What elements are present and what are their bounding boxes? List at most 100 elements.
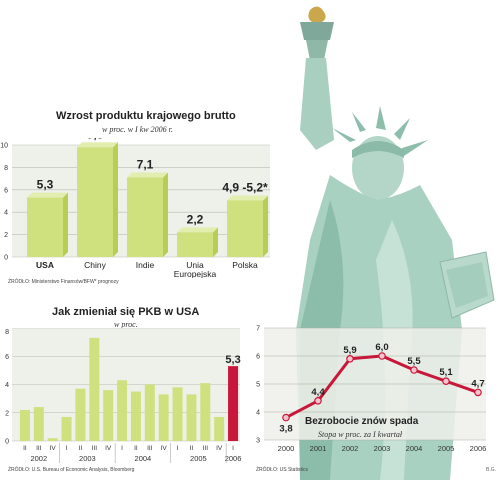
quarter-label: III <box>36 445 42 452</box>
quarter-label: III <box>203 445 209 452</box>
y-tick-label: 4 <box>256 410 260 417</box>
bar-value-label: 4,9 -5,2* <box>222 180 268 194</box>
x-tick-label: 2006 <box>470 444 487 453</box>
data-point <box>410 366 418 374</box>
x-tick-label: 2003 <box>374 444 391 453</box>
y-tick-label: 6 <box>256 354 260 361</box>
quarter-label: IV <box>50 445 57 452</box>
y-tick-label: 6 <box>4 187 8 194</box>
unemployment-chart-subtitle: Stopa w proc. za I kwartał <box>318 430 403 439</box>
point-value-label: 5,1 <box>439 367 453 378</box>
gdp-chart-subtitle: w proc. w I kw 2006 r. <box>102 125 173 134</box>
y-tick-label: 2 <box>4 232 8 239</box>
point-value-label: 6,0 <box>375 342 388 353</box>
quarter-label: I <box>177 445 179 452</box>
y-tick-label: 8 <box>4 165 8 172</box>
category-label: USA <box>36 260 54 270</box>
quarter-label: II <box>190 445 194 452</box>
data-point <box>314 397 322 405</box>
bar-side <box>213 227 218 257</box>
y-tick-label: 6 <box>5 354 9 361</box>
category-label: Chiny <box>84 260 106 270</box>
bar <box>117 380 128 441</box>
bar <box>75 388 86 441</box>
bar <box>172 387 183 441</box>
bar <box>214 416 225 441</box>
y-tick-label: 3 <box>256 438 260 445</box>
quarter-label: I <box>121 445 123 452</box>
quarter-label: I <box>66 445 68 452</box>
bar-top <box>177 227 218 233</box>
category-label: Polska <box>232 260 258 270</box>
usa-chart-title: Jak zmieniał się PKB w USA <box>52 306 200 318</box>
x-tick-label: 2001 <box>310 444 327 453</box>
quarter-label: IV <box>161 445 168 452</box>
bar-top <box>127 172 168 178</box>
point-value-label: 4,7 <box>471 378 484 389</box>
y-tick-label: 4 <box>5 382 9 389</box>
footer-initials: B.G. <box>486 467 497 473</box>
bar <box>186 394 197 441</box>
category-label: Indie <box>136 260 155 270</box>
bar <box>130 391 141 441</box>
bar <box>61 416 72 441</box>
bar <box>27 197 63 257</box>
bar-side <box>113 142 118 257</box>
unemployment-chart-source: ŹRÓDŁO: US Statistics <box>256 467 308 473</box>
bar <box>33 407 44 441</box>
data-point <box>378 352 386 360</box>
gdp-chart-source: ŹRÓDŁO: Ministerstwo Finansów/BFW* progn… <box>8 279 119 285</box>
bar-value-label: 7,1 <box>137 157 154 171</box>
bar <box>103 390 114 441</box>
x-tick-label: 2005 <box>438 444 455 453</box>
bar-side <box>63 192 68 257</box>
bar <box>177 232 213 257</box>
gdp-chart-title: Wzrost produktu krajowego brutto <box>56 110 236 122</box>
highlight-value-label: 5,3 <box>225 354 240 366</box>
quarter-label: I <box>232 445 234 452</box>
usa-chart-source: ŹRÓDŁO: U.S. Bureau of Economic Analysis… <box>8 467 135 473</box>
point-value-label: 5,5 <box>407 356 421 367</box>
bar-side <box>163 172 168 257</box>
y-tick-label: 8 <box>5 329 9 336</box>
y-tick-label: 0 <box>4 255 8 262</box>
point-value-label: 4,4 <box>311 387 325 398</box>
bar-top <box>27 192 68 198</box>
bar <box>89 337 100 441</box>
year-label: 2006 <box>225 454 242 463</box>
bar <box>144 384 155 441</box>
bar-value-label: 5,3 <box>37 178 54 192</box>
bar <box>158 394 169 441</box>
x-tick-label: 2000 <box>278 444 295 453</box>
bar-top <box>227 195 268 201</box>
year-label: 2005 <box>190 454 207 463</box>
y-tick-label: 7 <box>256 326 260 333</box>
bar-value-label: 2,2 <box>187 212 204 226</box>
point-value-label: 5,9 <box>343 345 356 356</box>
year-label: 2004 <box>135 454 152 463</box>
bar <box>127 177 163 257</box>
quarter-label: III <box>92 445 98 452</box>
quarter-label: IV <box>216 445 223 452</box>
bar <box>227 200 263 257</box>
usa-chart-subtitle: w proc. <box>114 320 138 329</box>
year-label: 2002 <box>30 454 47 463</box>
bar <box>200 383 211 441</box>
category-label: Unia <box>186 260 204 270</box>
x-tick-label: 2004 <box>406 444 423 453</box>
y-tick-label: 10 <box>0 143 8 150</box>
category-label: Europejska <box>174 269 217 278</box>
quarter-label: II <box>23 445 27 452</box>
point-value-label: 3,8 <box>279 424 292 435</box>
y-tick-label: 5 <box>256 382 260 389</box>
quarter-label: IV <box>105 445 112 452</box>
y-tick-label: 2 <box>5 410 9 417</box>
gdp-chart: 0 2 4 6 8 10 5,3 9,8 7,1 2,2 4,9 -5,2* USA Chiny In… <box>0 138 270 278</box>
data-point <box>474 388 482 397</box>
year-label: 2003 <box>79 454 96 463</box>
data-point <box>442 377 450 386</box>
unemployment-chart: 3 4 5 6 7 3,8 4,4 5,9 6,0 5,5 5,1 4,7 2000 2001 2002… <box>256 326 487 454</box>
bar <box>77 147 113 257</box>
bar <box>19 409 30 441</box>
